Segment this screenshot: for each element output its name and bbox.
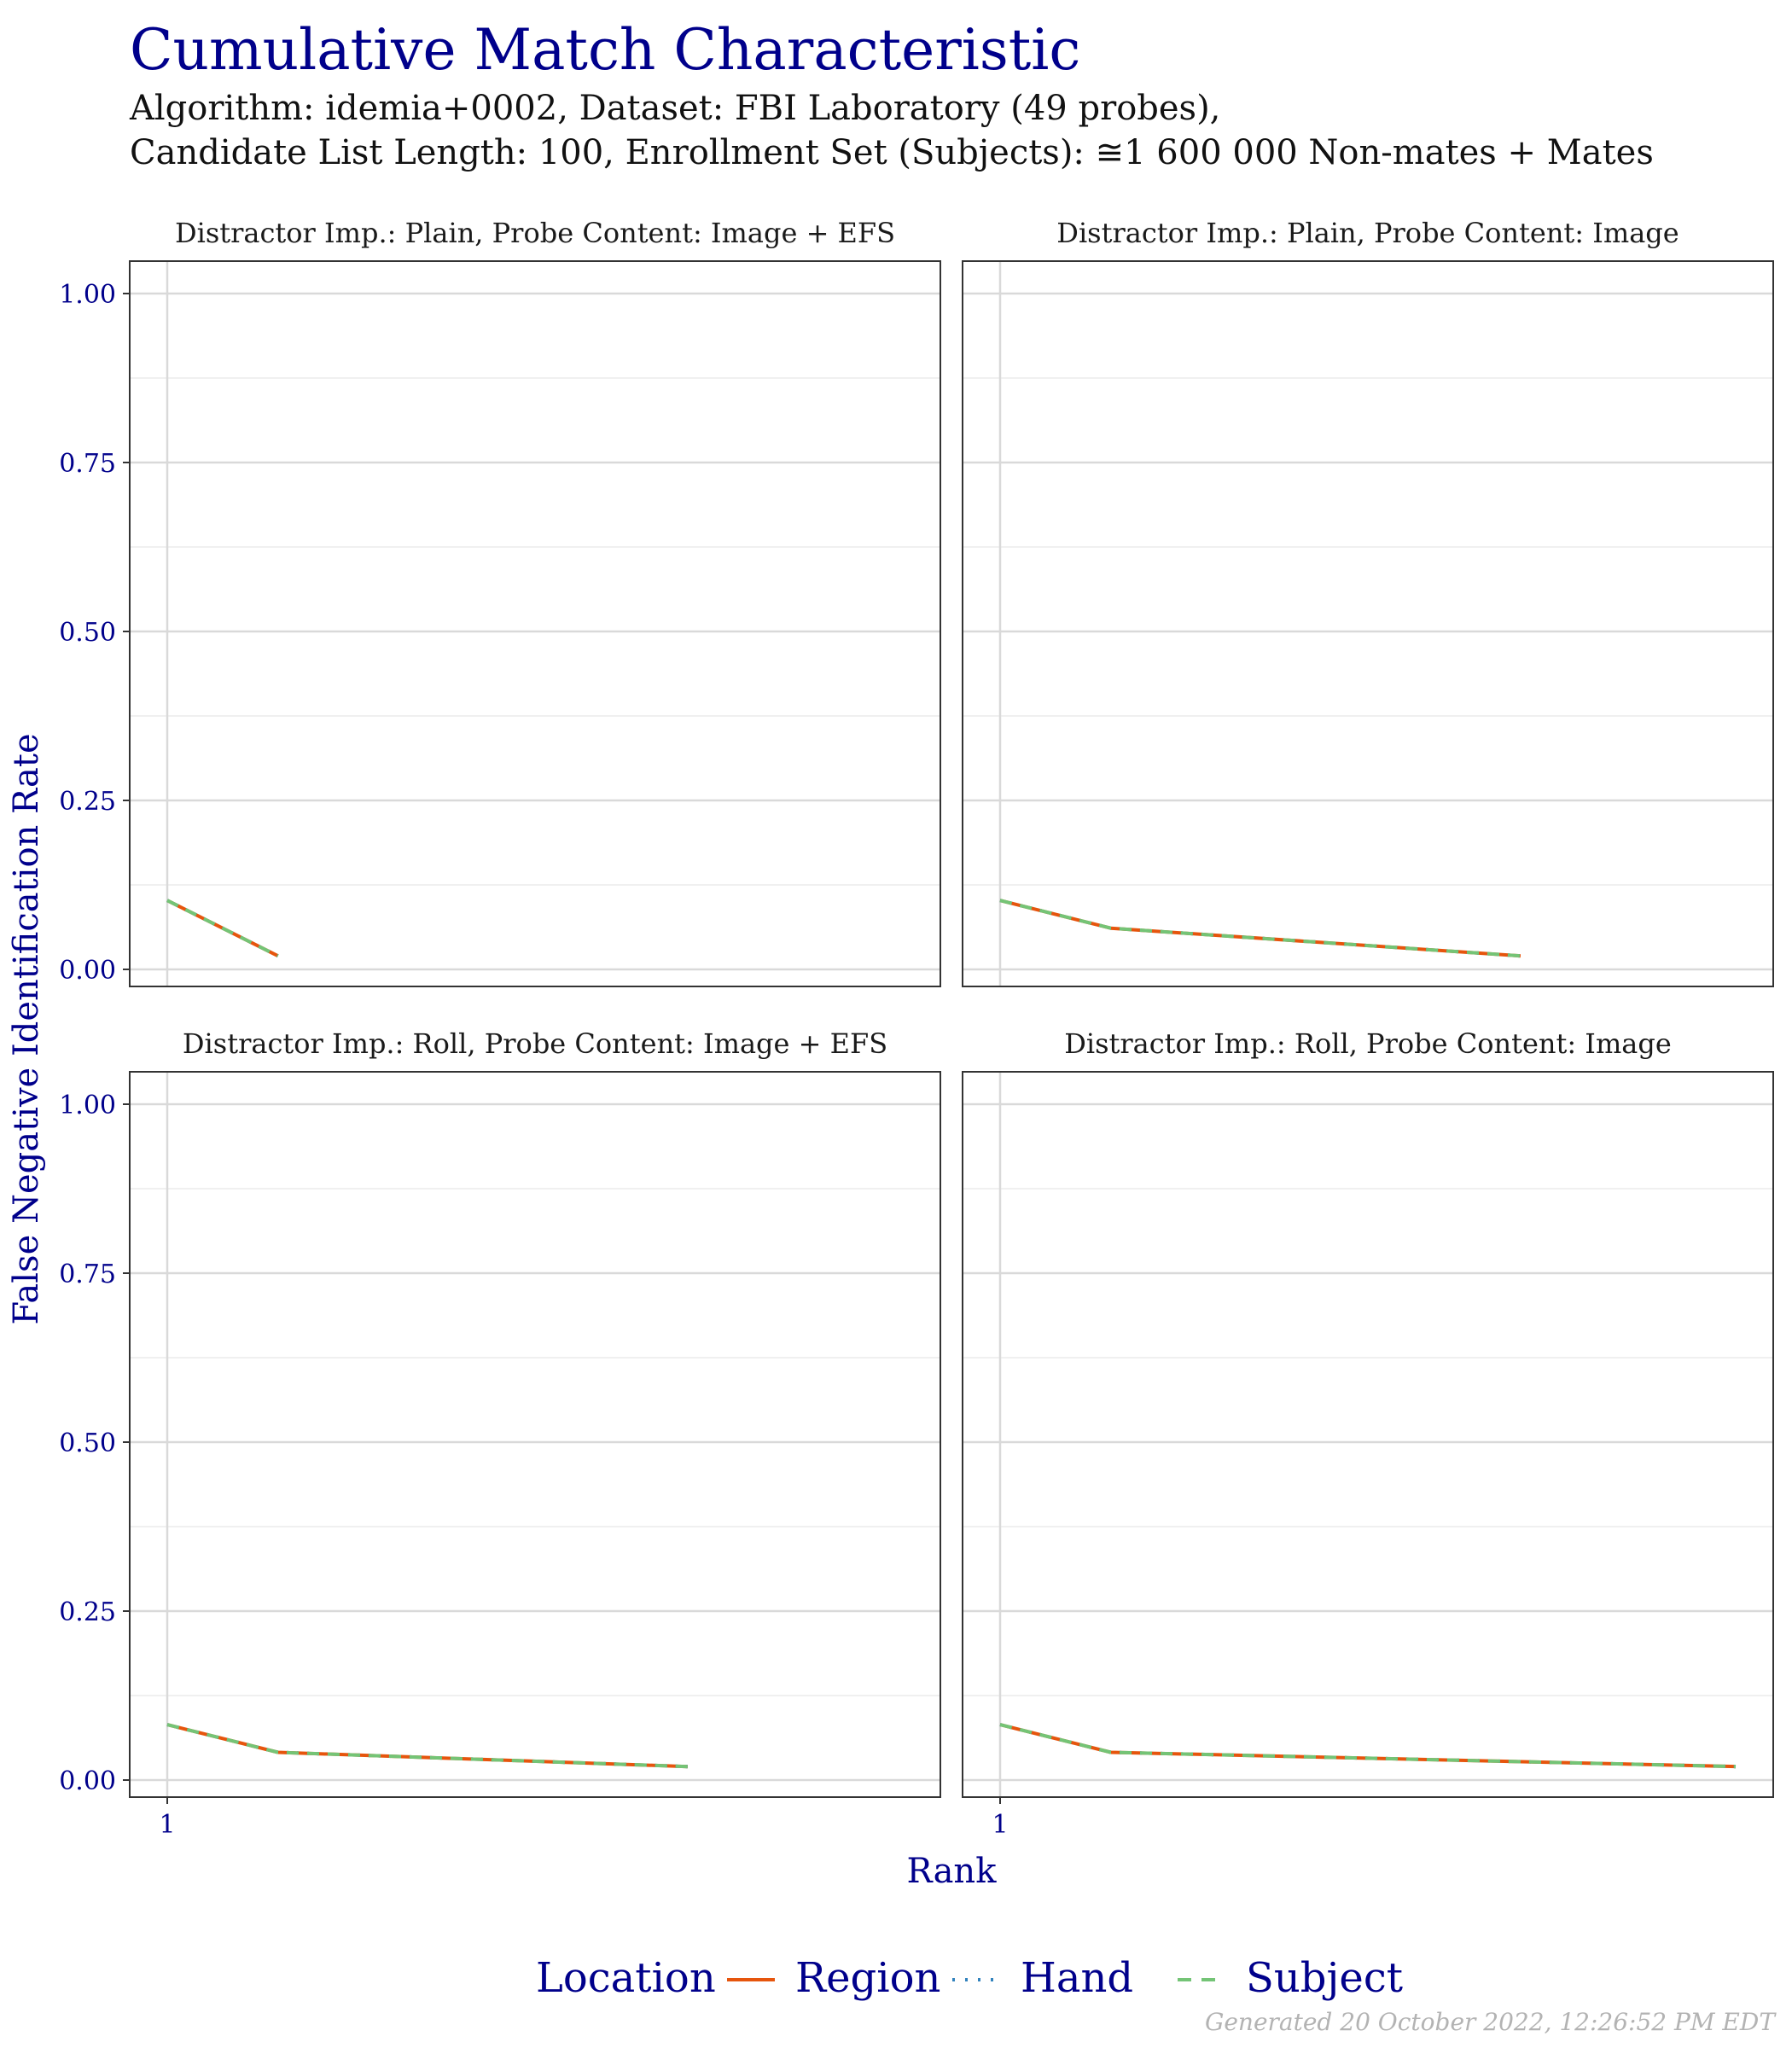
panels-layer: Distractor Imp.: Plain, Probe Content: I… xyxy=(59,217,1774,1840)
y-tick-label: 1.00 xyxy=(59,1091,116,1120)
legend-label-hand: Hand xyxy=(1021,1954,1133,2002)
series-line-subject xyxy=(999,1723,1737,1769)
series-line-region xyxy=(166,1723,688,1769)
y-tick-label: 0.25 xyxy=(59,787,116,817)
facet-panel-2: Distractor Imp.: Plain, Probe Content: I… xyxy=(962,217,1774,987)
y-axis-title: False Negative Identification Rate xyxy=(7,733,46,1324)
panel-border xyxy=(962,260,1774,987)
series-line-subject xyxy=(166,1723,688,1769)
facet-title: Distractor Imp.: Plain, Probe Content: I… xyxy=(175,217,895,249)
series-line-hand xyxy=(999,899,1521,958)
facet-panel-3: Distractor Imp.: Roll, Probe Content: Im… xyxy=(59,1027,941,1840)
legend-title: Location xyxy=(536,1954,716,2002)
facet-title: Distractor Imp.: Roll, Probe Content: Im… xyxy=(183,1027,887,1060)
series-line-region xyxy=(999,1723,1737,1769)
y-tick-label: 0.50 xyxy=(59,1428,116,1458)
panel-border xyxy=(962,1071,1774,1798)
y-tick-label: 0.50 xyxy=(59,618,116,648)
x-tick-label: 1 xyxy=(159,1810,175,1840)
axis-titles-layer: Rank False Negative Identification Rate xyxy=(7,733,997,1891)
chart-subtitle-line-1: Algorithm: idemia+0002, Dataset: FBI Lab… xyxy=(130,89,1221,128)
facet-title: Distractor Imp.: Plain, Probe Content: I… xyxy=(1056,217,1679,249)
x-tick-label: 1 xyxy=(992,1810,1008,1840)
generated-timestamp: Generated 20 October 2022, 12:26:52 PM E… xyxy=(1204,2008,1775,2036)
panel-border xyxy=(129,1071,941,1798)
chart-title: Cumulative Match Characteristic xyxy=(130,17,1081,83)
panel-border xyxy=(129,260,941,987)
series-line-region xyxy=(999,899,1521,958)
y-tick-label: 0.75 xyxy=(59,449,116,479)
legend: Location Region Hand Subject xyxy=(536,1954,1403,2002)
facet-title: Distractor Imp.: Roll, Probe Content: Im… xyxy=(1064,1027,1672,1060)
facet-panel-1: Distractor Imp.: Plain, Probe Content: I… xyxy=(59,217,941,987)
y-tick-label: 0.00 xyxy=(59,1766,116,1796)
y-tick-label: 1.00 xyxy=(59,280,116,310)
series-line-subject xyxy=(999,899,1521,958)
facet-panel-4: Distractor Imp.: Roll, Probe Content: Im… xyxy=(962,1027,1774,1840)
y-tick-label: 0.75 xyxy=(59,1260,116,1289)
y-tick-label: 0.00 xyxy=(59,956,116,986)
x-axis-title: Rank xyxy=(907,1852,998,1891)
series-line-subject xyxy=(166,899,279,957)
series-line-hand xyxy=(999,1723,1737,1769)
y-tick-label: 0.25 xyxy=(59,1597,116,1627)
legend-label-subject: Subject xyxy=(1246,1954,1403,2002)
chart-subtitle-line-2: Candidate List Length: 100, Enrollment S… xyxy=(130,133,1654,172)
legend-label-region: Region xyxy=(795,1954,940,2002)
